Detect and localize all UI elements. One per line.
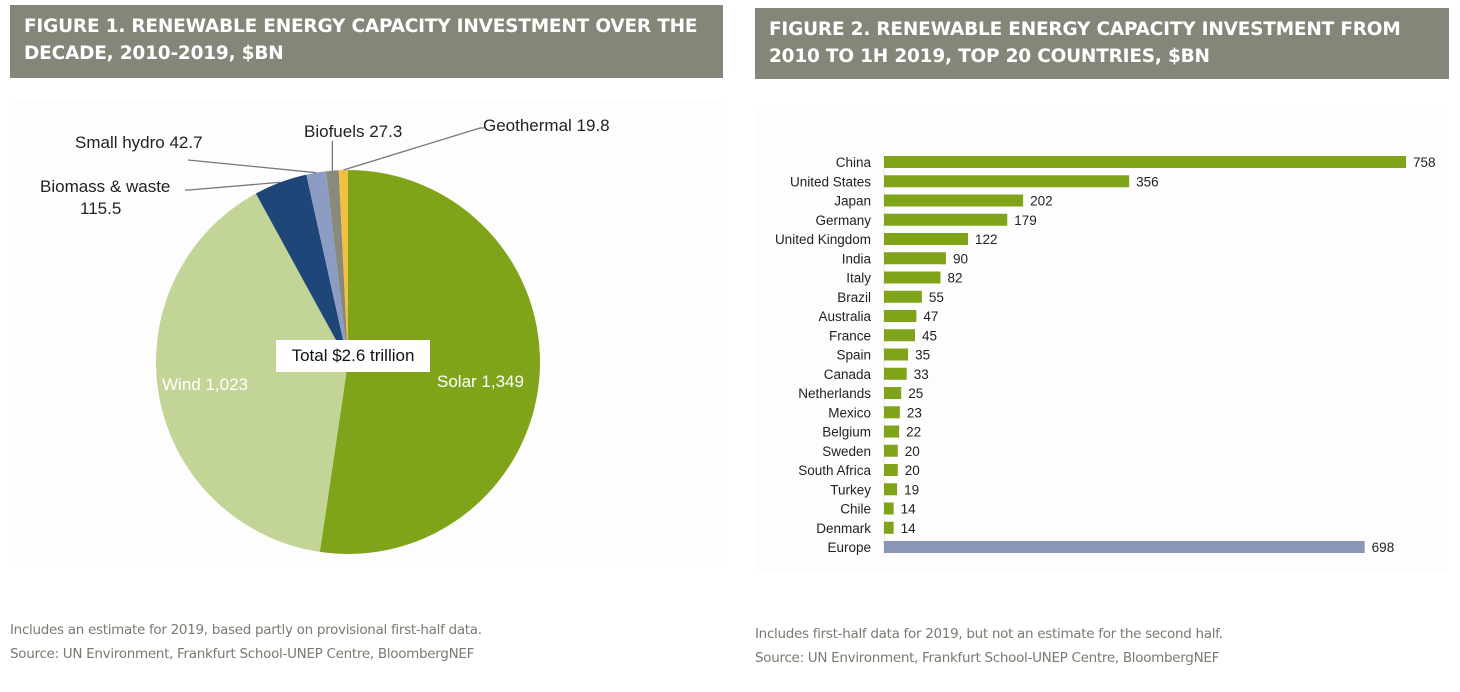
value-label-denmark: 14 [901, 521, 917, 536]
bar-france [884, 329, 915, 342]
bar-europe [884, 541, 1365, 553]
bar-united-kingdom [884, 233, 969, 245]
category-label-sweden: Sweden [822, 444, 871, 459]
bar-australia [884, 310, 917, 322]
category-label-brazil: Brazil [837, 290, 871, 305]
leader-line-geothermal [343, 127, 484, 171]
bar-italy [884, 271, 941, 284]
pie-slice-small-hydro [306, 171, 348, 362]
pie-slice-wind [155, 193, 348, 552]
bar-chile [884, 502, 894, 515]
figure-1-note: Includes an estimate for 2019, based par… [10, 622, 482, 638]
figure-1-notes: Includes an estimate for 2019, based par… [10, 618, 482, 666]
total-label: Total $2.6 trillion [291, 346, 415, 365]
value-label-turkey: 19 [904, 482, 919, 497]
value-label-germany: 179 [1014, 213, 1037, 228]
category-label-europe: Europe [827, 540, 871, 555]
slice-label-small-hydro: Small hydro 42.7 [75, 133, 203, 152]
bar-belgium [884, 425, 900, 438]
leader-line-small-hydro [187, 159, 317, 174]
figure-1-source: Source: UN Environment, Frankfurt School… [10, 646, 475, 662]
value-label-spain: 35 [915, 348, 930, 363]
value-label-canada: 33 [914, 367, 929, 382]
bar-sweden [884, 444, 898, 457]
slice-label-biomass-value: 115.5 [80, 199, 121, 218]
figure-2-note: Includes first-half data for 2019, but n… [755, 626, 1223, 642]
figure-2-notes: Includes first-half data for 2019, but n… [755, 622, 1223, 670]
value-label-india: 90 [953, 251, 968, 266]
bar-japan [884, 194, 1024, 207]
category-label-mexico: Mexico [828, 405, 871, 420]
slice-label-biomass: Biomass & waste [40, 177, 170, 196]
category-label-india: India [842, 251, 872, 266]
category-label-italy: Italy [846, 271, 871, 286]
category-label-china: China [836, 155, 872, 170]
category-label-spain: Spain [836, 348, 871, 363]
value-label-japan: 202 [1030, 194, 1053, 209]
value-label-mexico: 23 [907, 405, 922, 420]
slice-label-solar: Solar 1,349 [437, 372, 524, 391]
value-label-australia: 47 [923, 309, 938, 324]
bar-china [884, 156, 1406, 168]
bar-united-states [884, 175, 1130, 188]
bar-india [884, 252, 946, 265]
category-label-france: France [829, 328, 871, 343]
bar-turkey [884, 483, 898, 496]
value-label-united-kingdom: 122 [975, 232, 998, 247]
value-label-chile: 14 [901, 502, 917, 517]
value-label-italy: 82 [947, 271, 962, 286]
bar-denmark [884, 521, 894, 534]
slice-label-biofuels: Biofuels 27.3 [304, 122, 402, 141]
category-label-denmark: Denmark [816, 521, 871, 536]
category-label-germany: Germany [815, 213, 871, 228]
bar-chart: China 758 United States 356 Japan 202 Germany 1… [775, 152, 1436, 557]
category-label-belgium: Belgium [822, 425, 871, 440]
category-label-chile: Chile [840, 502, 871, 517]
value-label-netherlands: 25 [908, 386, 923, 401]
total-label-box [276, 340, 430, 372]
value-label-france: 45 [922, 328, 937, 343]
pie-slice-biofuels [326, 170, 348, 362]
value-label-brazil: 55 [929, 290, 944, 305]
slice-label-geothermal: Geothermal 19.8 [483, 116, 610, 135]
category-label-australia: Australia [818, 309, 871, 324]
category-label-south-africa: South Africa [798, 463, 871, 478]
figure-2-title: FIGURE 2. RENEWABLE ENERGY CAPACITY INVE… [755, 8, 1449, 79]
figure-2-source: Source: UN Environment, Frankfurt School… [755, 650, 1220, 666]
category-label-canada: Canada [824, 367, 872, 382]
category-label-turkey: Turkey [830, 482, 871, 497]
leader-line-biomass [185, 181, 281, 191]
category-label-netherlands: Netherlands [798, 386, 871, 401]
slice-label-wind: Wind 1,023 [162, 375, 248, 394]
bar-netherlands [884, 387, 902, 399]
bar-spain [884, 348, 909, 361]
pie-slice-geothermal [338, 170, 348, 362]
value-label-belgium: 22 [906, 425, 921, 440]
bar-canada [884, 367, 907, 380]
value-label-sweden: 20 [905, 444, 920, 459]
value-label-south-africa: 20 [905, 463, 920, 478]
value-label-europe: 698 [1372, 540, 1395, 555]
category-label-japan: Japan [834, 194, 871, 209]
category-label-united-kingdom: United Kingdom [775, 232, 871, 247]
bar-germany [884, 213, 1008, 226]
figure-1-title: FIGURE 1. RENEWABLE ENERGY CAPACITY INVE… [10, 5, 723, 78]
category-label-united-states: United States [790, 174, 871, 189]
bar-mexico [884, 406, 900, 419]
value-label-united-states: 356 [1136, 174, 1159, 189]
pie-slice-biomass-waste [255, 174, 348, 362]
value-label-china: 758 [1413, 155, 1436, 170]
bar-brazil [884, 290, 922, 303]
bar-south-africa [884, 464, 898, 476]
